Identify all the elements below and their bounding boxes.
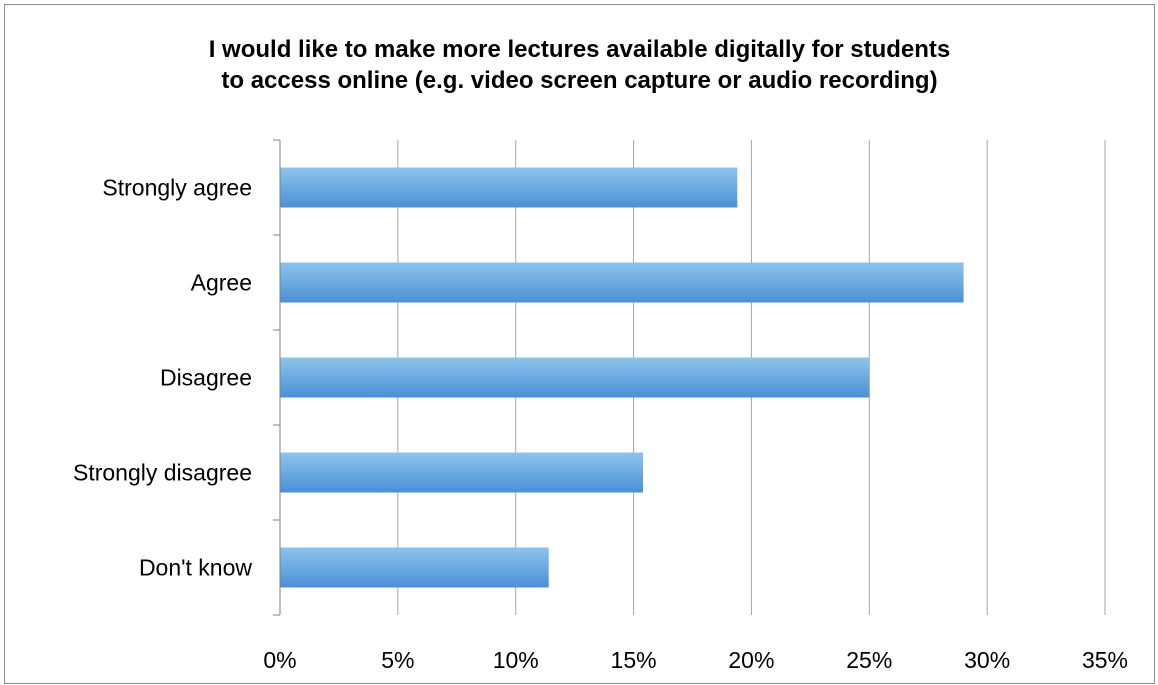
chart-title-line-2: to access online (e.g. video screen capt… (221, 67, 938, 94)
x-tick-label: 5% (381, 647, 414, 673)
chart-title: I would like to make more lectures avail… (4, 34, 1155, 96)
category-label: Don't know (139, 555, 252, 581)
x-tick-label: 25% (846, 647, 892, 673)
bar (280, 547, 549, 588)
x-tick-label: 0% (263, 647, 296, 673)
chart-frame (4, 4, 1155, 684)
axes (273, 139, 281, 616)
category-label: Agree (191, 270, 252, 296)
chart-title-line-1: I would like to make more lectures avail… (208, 36, 951, 63)
x-tick-label: 10% (493, 647, 539, 673)
x-tick-label: 15% (611, 647, 657, 673)
bar (280, 452, 643, 493)
category-label: Strongly disagree (73, 460, 252, 486)
x-tick-label: 35% (1082, 647, 1128, 673)
category-label: Strongly agree (102, 175, 252, 201)
bars (280, 167, 964, 588)
x-tick-label: 30% (964, 647, 1010, 673)
tick-labels: Strongly agree Agree Disagree Strongly disa… (73, 175, 1128, 674)
category-label: Disagree (160, 365, 252, 391)
x-tick-label: 20% (728, 647, 774, 673)
bar (280, 167, 738, 208)
bar (280, 357, 870, 398)
bar (280, 262, 964, 303)
